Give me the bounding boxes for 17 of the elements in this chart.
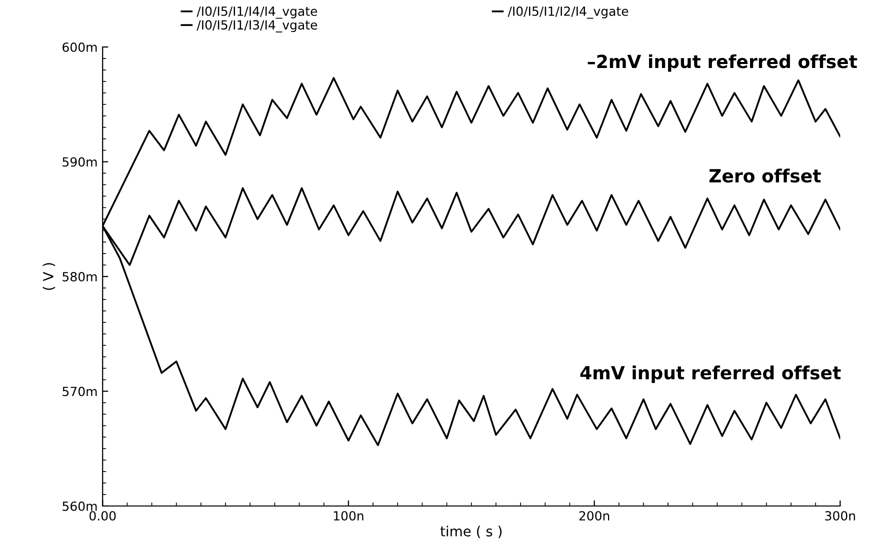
legend-label: /I0/I5/I1/I3/I4_vgate bbox=[196, 20, 318, 32]
y-tick-label: 560m bbox=[62, 501, 97, 511]
x-tick-label: 300n bbox=[825, 511, 855, 521]
y-tick-label: 580m bbox=[62, 272, 97, 282]
y-tick-label: 600m bbox=[62, 42, 97, 52]
annotation: Zero offset bbox=[709, 168, 821, 183]
x-axis-title: time ( s ) bbox=[440, 526, 502, 538]
y-axis-title: ( V ) bbox=[42, 263, 56, 290]
annotation: 4mV input referred offset bbox=[580, 366, 841, 383]
annotation: –2mV input referred offset bbox=[588, 54, 858, 72]
legend-label: /I0/I5/I1/I4/I4_vgate bbox=[196, 6, 318, 19]
x-tick-label: 200n bbox=[579, 511, 610, 521]
y-tick-label: 570m bbox=[62, 386, 97, 396]
legend-label: /I0/I5/I1/I2/I4_vgate bbox=[508, 6, 628, 19]
x-tick-label: 0.00 bbox=[90, 511, 116, 521]
x-tick-label: 100n bbox=[334, 511, 364, 521]
y-tick-label: 590m bbox=[62, 157, 97, 167]
